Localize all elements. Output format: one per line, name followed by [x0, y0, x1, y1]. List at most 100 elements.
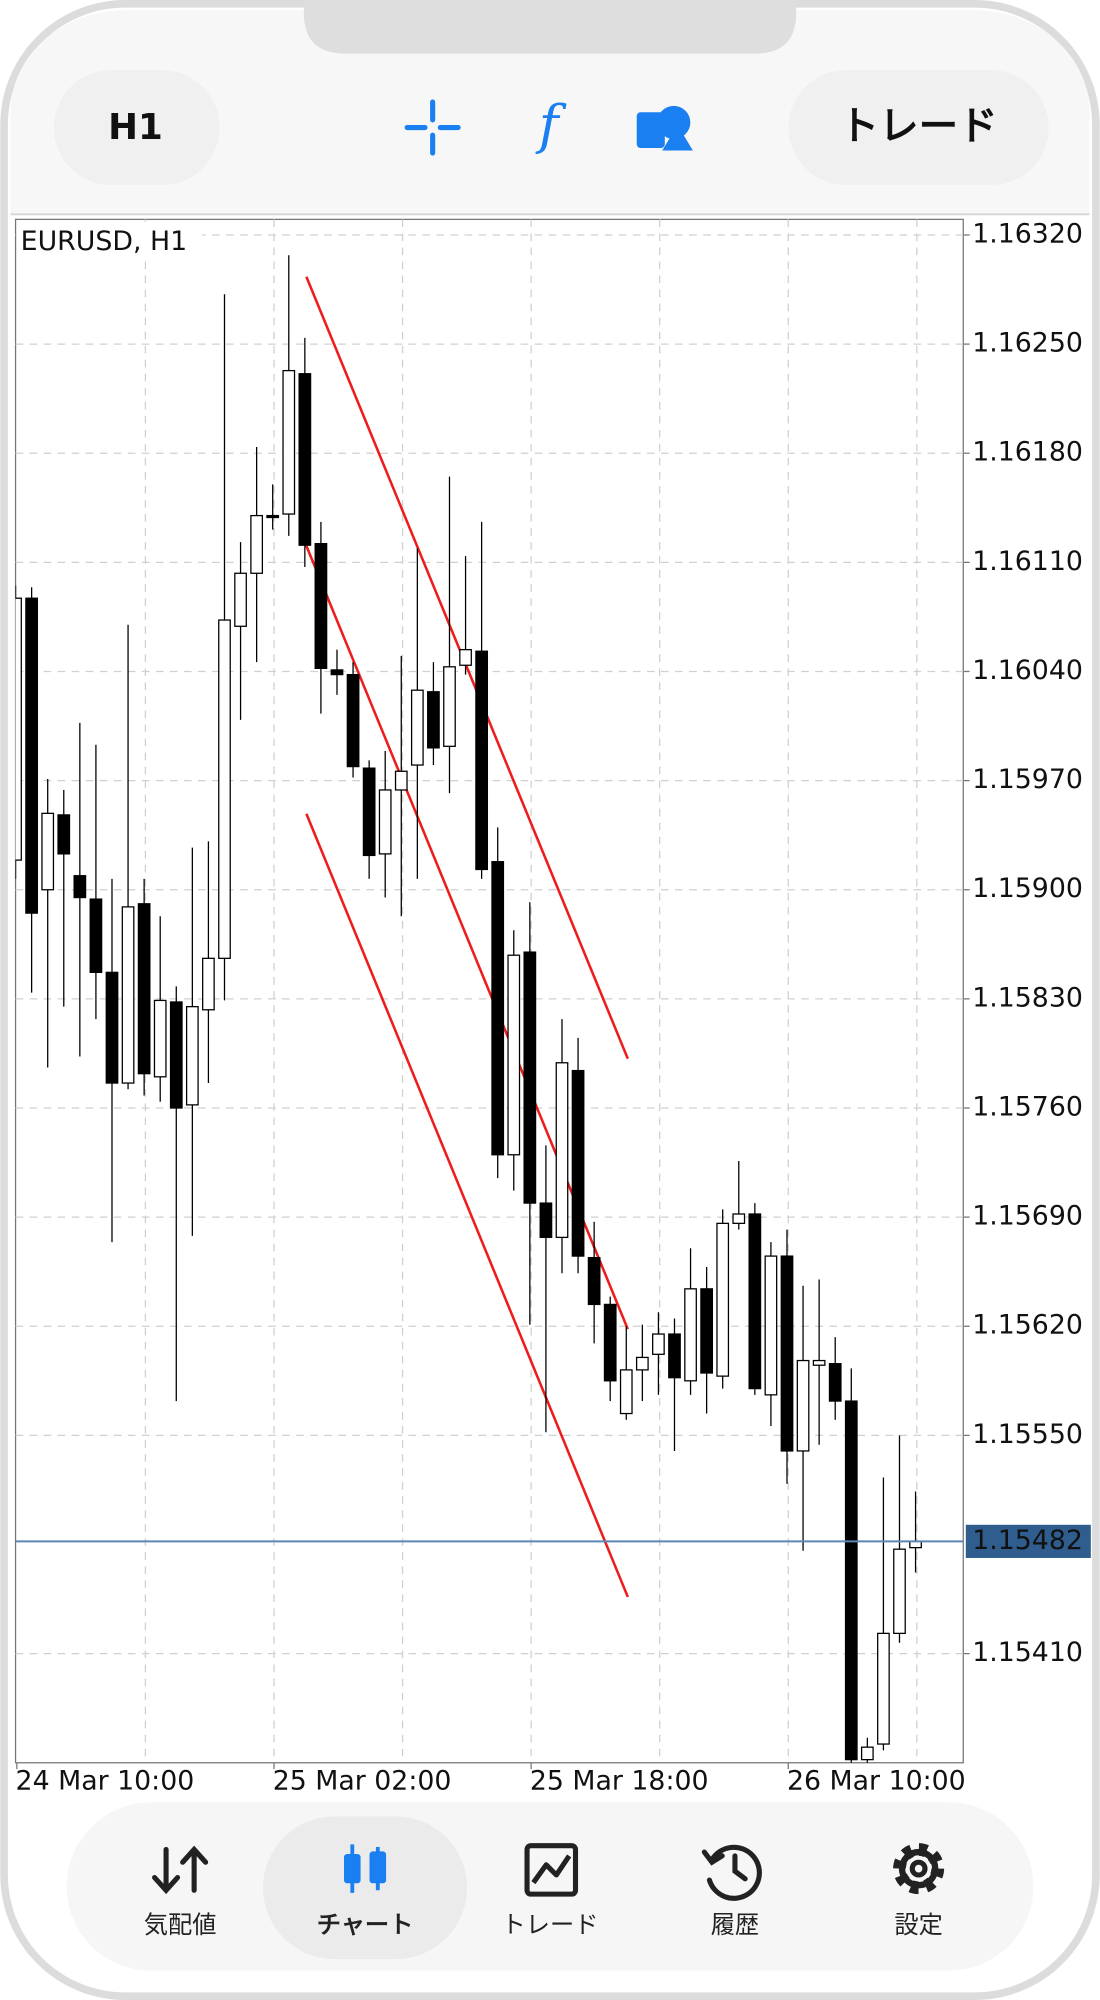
symbol-label-bg	[16, 221, 202, 261]
candle-body	[491, 861, 505, 1156]
candle-body	[893, 1548, 906, 1634]
candle-body	[314, 543, 328, 670]
candle-body	[378, 789, 392, 855]
candle-body	[507, 954, 521, 1156]
settings-icon	[893, 1843, 945, 1895]
y-tick-label: 1.15830	[972, 982, 1083, 1013]
candle-body	[652, 1333, 665, 1355]
candle-body	[844, 1400, 858, 1761]
candle-body	[459, 649, 472, 666]
candle-body	[153, 999, 167, 1078]
y-tick-label: 1.16110	[972, 546, 1083, 577]
chart-title: EURUSD, H1	[21, 226, 187, 257]
y-tick-label: 1.16320	[972, 218, 1083, 249]
y-tick-label: 1.15760	[972, 1091, 1083, 1122]
candle-body	[635, 1356, 649, 1371]
candle-body	[748, 1213, 762, 1390]
candle-body	[587, 1257, 601, 1306]
timeframe-label: H1	[108, 107, 163, 148]
trade-icon	[524, 1843, 579, 1897]
candle-body	[73, 875, 87, 899]
candle-body	[443, 666, 456, 747]
chart-icon	[344, 1844, 387, 1893]
nav-label: 気配値	[144, 1911, 217, 1939]
candle-body	[57, 814, 71, 855]
objects-icon[interactable]	[636, 105, 693, 151]
trade-button-label: トレード	[840, 103, 998, 149]
candle-body	[121, 906, 135, 1084]
x-tick-label: 25 Mar 18:00	[530, 1765, 709, 1796]
candle-body	[668, 1333, 681, 1379]
history-icon	[701, 1844, 762, 1901]
candle-body	[684, 1288, 697, 1382]
candle-body	[137, 903, 151, 1075]
candle-body	[877, 1632, 890, 1745]
x-tick-label: 26 Mar 10:00	[787, 1765, 966, 1796]
y-tick-label: 1.15620	[972, 1310, 1083, 1341]
candle-body	[539, 1202, 553, 1239]
candle-body	[41, 812, 55, 891]
y-tick-label: 1.15900	[972, 873, 1083, 904]
candle-body	[250, 514, 264, 574]
y-tick-label: 1.15970	[972, 764, 1083, 795]
nav-label: 履歴	[711, 1911, 759, 1939]
candle-body	[427, 691, 440, 749]
candle-body	[105, 971, 119, 1084]
y-tick-label: 1.15410	[972, 1637, 1083, 1668]
candle-body	[169, 1001, 183, 1109]
candle-body	[828, 1363, 842, 1402]
y-tick-label: 1.16250	[972, 328, 1083, 359]
quotes-icon	[152, 1845, 209, 1895]
candle-body	[25, 597, 39, 914]
y-tick-label: 1.15690	[972, 1201, 1083, 1232]
candle-body	[860, 1746, 874, 1761]
plot-area	[15, 255, 964, 1763]
nav-icons	[152, 1843, 945, 1901]
candle-body	[523, 951, 537, 1204]
candle-body	[410, 689, 424, 766]
channel-lower	[305, 813, 629, 1598]
candle-body	[234, 572, 247, 627]
channel-upper	[305, 276, 629, 1060]
candle-body	[202, 957, 215, 1011]
candle-body	[555, 1062, 569, 1239]
axes: 1.16320 1.16250 1.16180 1.16110 1.16040 1.159…	[16, 218, 1091, 1796]
candle-body	[571, 1069, 585, 1257]
crosshair-icon[interactable]	[404, 99, 461, 156]
candle-body	[394, 770, 408, 791]
candle-body	[700, 1288, 714, 1374]
candle-body	[346, 673, 360, 768]
candle-body	[218, 619, 231, 959]
candle-body	[298, 373, 312, 546]
candle-body	[796, 1359, 810, 1452]
candle-body	[266, 514, 280, 519]
candle-body	[475, 650, 489, 871]
nav-labels: 気配値 チャート トレード 履歴 設定	[144, 1911, 943, 1939]
x-tick-label: 24 Mar 10:00	[16, 1765, 195, 1796]
candle-body	[619, 1369, 633, 1415]
candle-body	[716, 1222, 730, 1377]
timeframe-button[interactable]	[53, 70, 220, 185]
candle-body	[185, 1006, 199, 1106]
current-price-tag	[965, 1524, 1091, 1558]
candle-body	[812, 1359, 826, 1366]
current-price-label: 1.15482	[972, 1525, 1083, 1556]
x-tick-label: 25 Mar 02:00	[273, 1765, 452, 1796]
nav-label: チャート	[317, 1911, 414, 1939]
candle-body	[330, 669, 344, 676]
y-tick-label: 1.16180	[972, 437, 1083, 468]
candle-body	[780, 1255, 794, 1452]
y-tick-label: 1.16040	[972, 655, 1083, 686]
nav-label: 設定	[894, 1911, 942, 1939]
candle-body	[732, 1213, 746, 1224]
candle-body	[282, 369, 296, 515]
nav-active-pill	[263, 1816, 468, 1960]
notch	[303, 0, 797, 54]
trade-button[interactable]	[788, 70, 1049, 185]
y-tick-label: 1.15550	[972, 1419, 1083, 1450]
nav-label: トレード	[502, 1911, 599, 1939]
candle-body	[89, 898, 103, 974]
candle-body	[764, 1255, 778, 1396]
